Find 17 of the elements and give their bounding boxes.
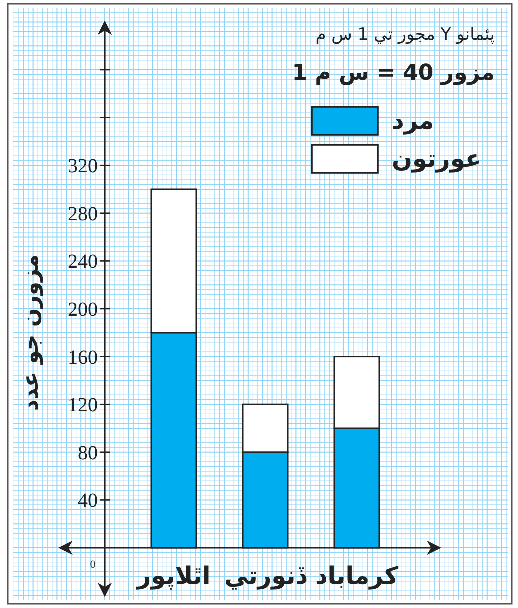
y-tick-label: 120 — [68, 394, 98, 417]
y-tick-label: 80 — [78, 442, 98, 464]
y-tick-label: 320 — [68, 156, 98, 178]
x-tick-label: ڏنورتي — [224, 562, 308, 590]
x-tick-label: كرماباد — [315, 562, 399, 590]
y-tick-label: 280 — [68, 203, 98, 226]
y-tick-label: 40 — [78, 490, 98, 512]
annotation: مزور 40 = س م 1 — [292, 61, 495, 86]
legend-label: مرد — [392, 107, 434, 135]
y-tick-label: 240 — [68, 251, 98, 274]
y-tick-label: 160 — [68, 346, 98, 369]
y-tick-label: 200 — [68, 299, 98, 321]
x-tick-label: اٿلاپور — [136, 562, 211, 590]
annotation: 0 — [90, 559, 96, 571]
legend-label: عورتون — [392, 145, 482, 173]
annotation: پئمانو Y مجور تي 1 س م — [316, 25, 496, 45]
y-axis-title: مزورن جو عدد — [19, 254, 44, 412]
